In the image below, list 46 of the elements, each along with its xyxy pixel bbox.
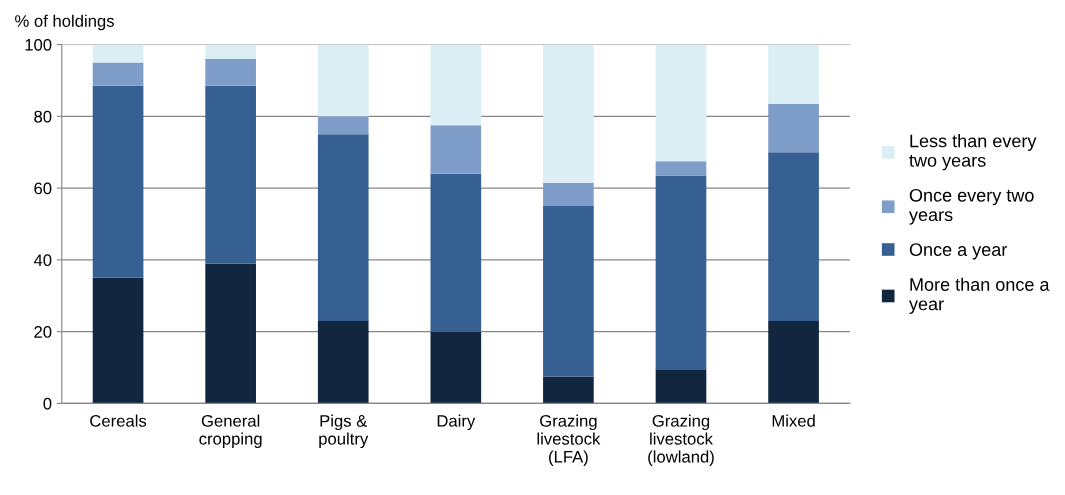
bar	[317, 134, 369, 321]
bar	[430, 125, 482, 174]
y-tick-label: 20	[34, 326, 52, 338]
bar	[655, 161, 707, 176]
bar	[430, 44, 482, 126]
bar	[317, 44, 369, 117]
bar	[543, 182, 594, 207]
bar	[543, 376, 594, 404]
legend-label: Less than every two years	[909, 134, 1037, 171]
bar	[92, 44, 144, 63]
bar	[768, 44, 819, 104]
x-tick-label: Grazing livestock (lowland)	[648, 414, 714, 466]
y-tick-label: 60	[34, 182, 52, 195]
x-tick-label: Grazing livestock (LFA)	[537, 414, 601, 466]
legend-label: More than once a year	[909, 277, 1050, 314]
bar	[768, 320, 819, 404]
bar	[768, 103, 819, 153]
bar	[768, 152, 819, 321]
bar	[543, 44, 594, 183]
bar	[92, 277, 144, 404]
x-tick-label: Dairy	[437, 414, 476, 431]
bar	[205, 263, 256, 404]
bar	[205, 58, 256, 86]
bar	[655, 175, 707, 370]
x-tick-label: Cereals	[90, 414, 147, 427]
bar	[92, 62, 144, 86]
legend-label: Once a year	[909, 243, 1008, 260]
bar	[92, 85, 144, 278]
y-tick-label: 0	[43, 397, 52, 410]
bar	[655, 44, 707, 162]
bar	[430, 331, 482, 404]
bar	[655, 369, 707, 404]
bar	[543, 206, 594, 377]
bar	[317, 320, 369, 404]
bar	[317, 116, 369, 135]
y-tick-label: 80	[34, 110, 52, 123]
y-tick-label: 40	[33, 254, 52, 267]
bar	[430, 173, 482, 332]
x-tick-label: Pigs & poultry	[319, 414, 369, 449]
legend-label: Once every two years	[909, 188, 1034, 225]
x-tick-label: Mixed	[772, 414, 815, 427]
bar	[205, 44, 256, 59]
y-axis-title: % of holdings	[15, 14, 114, 31]
bar	[205, 85, 256, 264]
x-tick-label: General cropping	[199, 414, 262, 449]
y-tick-label: 100	[25, 38, 52, 51]
